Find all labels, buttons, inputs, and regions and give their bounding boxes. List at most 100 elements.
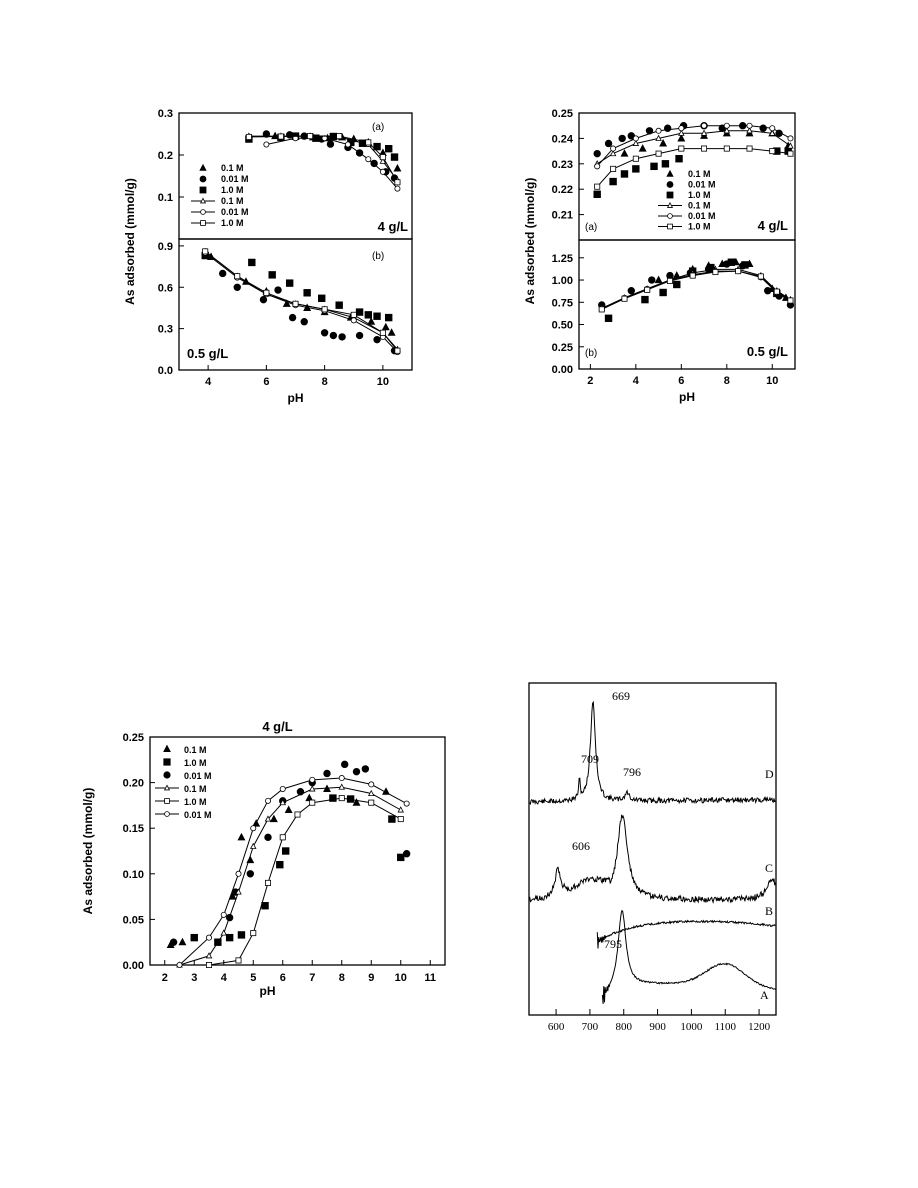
data-point — [379, 168, 386, 175]
data-point — [759, 124, 767, 132]
data-point — [659, 138, 668, 147]
x-tick-label: 2 — [162, 972, 168, 984]
data-point — [604, 314, 613, 322]
legend-label: 0.01 M — [184, 771, 212, 781]
data-point — [593, 149, 601, 158]
data-point — [394, 347, 401, 354]
data-point — [610, 165, 617, 172]
data-point — [205, 962, 212, 969]
data-point — [309, 776, 316, 783]
x-tick-label: 5 — [250, 972, 256, 984]
data-point — [361, 765, 370, 773]
series-line — [179, 777, 407, 966]
legend-label: 0.01 M — [688, 211, 716, 221]
data-point — [277, 133, 284, 140]
data-point — [757, 273, 764, 280]
y-tick-label: 0.21 — [552, 210, 573, 222]
data-point — [609, 149, 617, 157]
data-point — [282, 299, 291, 307]
data-point — [250, 930, 257, 937]
series-open-square-10M — [594, 145, 794, 190]
y-tick-label: 0.22 — [552, 184, 573, 196]
data-point — [225, 933, 234, 942]
data-point — [769, 148, 776, 155]
y-axis-label: As adsorbed (mmol/g) — [123, 178, 137, 305]
data-point — [220, 929, 228, 936]
data-point — [632, 165, 640, 173]
legend-marker — [199, 186, 207, 194]
data-point — [373, 312, 381, 320]
x-tick-label: 4 — [221, 972, 228, 984]
series-open-circle-001M — [176, 775, 410, 969]
series-line — [601, 270, 791, 310]
data-point — [352, 767, 361, 776]
peak-label: 669 — [612, 689, 630, 703]
data-point — [620, 170, 629, 178]
data-point — [593, 190, 601, 198]
legend-label: 0.1 M — [221, 163, 244, 173]
legend-marker — [199, 163, 207, 171]
data-point — [701, 122, 708, 129]
data-point — [264, 879, 271, 886]
data-point — [397, 806, 405, 813]
x-tick-label: 9 — [368, 972, 374, 984]
data-point — [632, 139, 640, 146]
data-point — [638, 144, 647, 152]
panel-tag: (a) — [372, 122, 384, 133]
legend-label: 0.01 M — [688, 180, 716, 190]
y-tick-label: 0.05 — [123, 914, 144, 926]
data-point — [350, 311, 357, 318]
series-open-circle-001M — [202, 249, 401, 356]
data-point — [365, 139, 372, 146]
spectrum-label: D — [765, 767, 774, 781]
series-line — [204, 251, 398, 350]
data-point — [769, 125, 776, 132]
figure-4-raman-spectra: 600 700 800 900 1000 1100 1200 D 669 709 C 606 796 B A… — [528, 682, 777, 1033]
data-point — [368, 781, 375, 788]
data-point — [365, 156, 372, 163]
data-point — [250, 825, 257, 832]
x-tick-label: 10 — [766, 375, 778, 387]
data-point — [621, 295, 628, 302]
data-point — [594, 163, 601, 170]
data-point — [689, 272, 696, 279]
legend-label: 1.0 M — [221, 218, 244, 228]
data-point — [355, 308, 364, 316]
data-point — [284, 805, 293, 813]
data-point — [620, 149, 629, 157]
data-point — [235, 870, 242, 877]
spectrum-c — [529, 814, 777, 904]
legend-label: 0.1 M — [688, 201, 711, 211]
series-square-10M — [201, 251, 393, 322]
y-tick-label: 0.23 — [552, 159, 573, 171]
data-point — [618, 134, 626, 143]
plot-frame — [149, 736, 446, 966]
peak-label: 709 — [581, 752, 599, 766]
legend-marker — [163, 744, 171, 752]
series-open-circle-001M — [263, 135, 401, 192]
panel-b: 0.0 0.3 0.6 0.9 (b) 0.5 g/L — [158, 238, 413, 377]
data-point — [701, 145, 708, 152]
series-open-triangle-01M — [201, 247, 401, 352]
data-point — [604, 139, 613, 148]
legend-label: 0.01 M — [221, 174, 249, 184]
data-point — [329, 794, 337, 802]
x-tick-label: 3 — [191, 972, 197, 984]
spectrum-label: B — [765, 904, 773, 918]
legend-label: 0.1 M — [184, 745, 207, 755]
data-point — [263, 289, 270, 296]
legend-marker — [164, 811, 170, 817]
panel-b: 0.00 0.25 0.50 0.75 1.00 1.25 (b) 0.5 g/L — [552, 239, 796, 376]
series-line — [179, 786, 402, 966]
data-point — [397, 853, 405, 862]
data-point — [673, 280, 681, 289]
spectrum-a — [601, 909, 777, 1004]
dose-label: 0.5 g/L — [187, 346, 228, 361]
data-point — [379, 157, 387, 164]
figure-1-ph-adsorption-two-panel: 0.10.20.3(a)4 g/L0.1 M0.01 M1.0 M0.1 M0.… — [123, 108, 413, 405]
data-point — [246, 870, 254, 878]
data-point — [394, 185, 401, 192]
data-point — [648, 276, 656, 284]
data-point — [373, 142, 381, 151]
